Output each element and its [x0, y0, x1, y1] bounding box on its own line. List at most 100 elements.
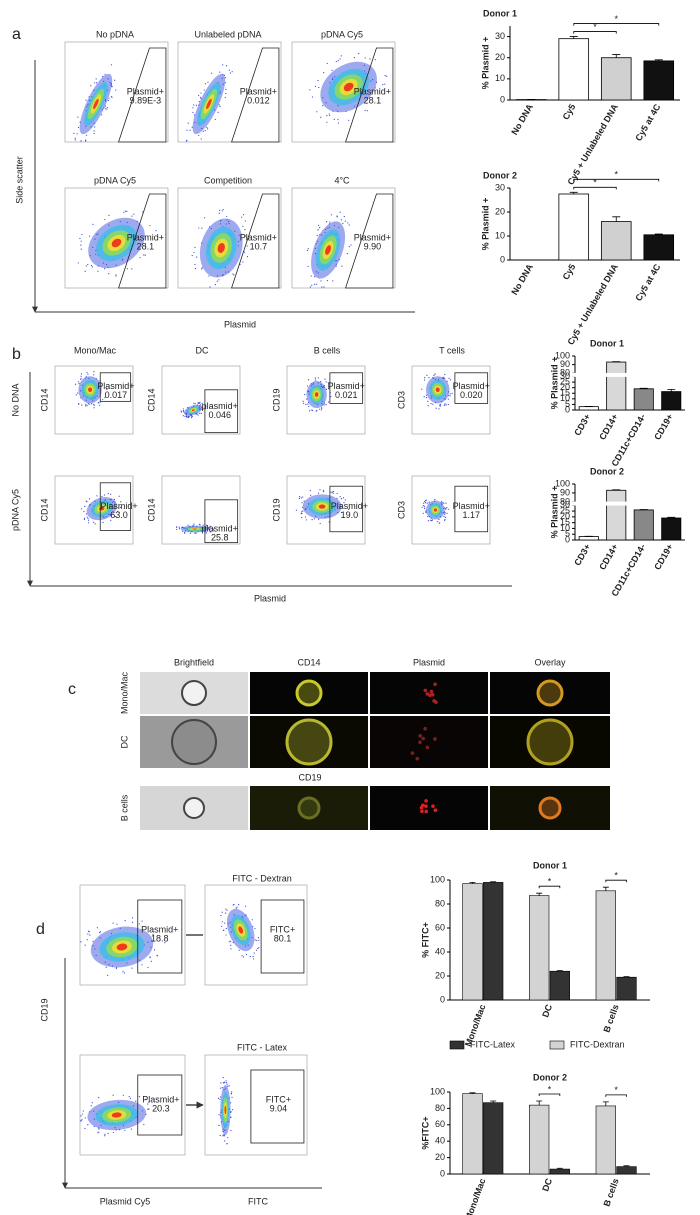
event-dot [110, 64, 113, 66]
event-dot [366, 110, 368, 112]
gate-label: Plasmid+ [354, 232, 391, 242]
event-dot [318, 518, 320, 520]
event-dot [448, 377, 450, 379]
y-axis-label: Side scatter [14, 156, 24, 204]
event-dot [228, 1085, 230, 1087]
density [314, 392, 319, 397]
event-dot [311, 409, 314, 411]
event-dot [80, 248, 82, 250]
event-dot [207, 81, 209, 83]
row-label: B cells [119, 794, 129, 821]
spot [433, 737, 437, 741]
event-dot [84, 944, 86, 946]
event-dot [194, 267, 197, 270]
event-dot [115, 89, 117, 91]
chart-title: Donor 2 [483, 170, 517, 180]
gate [118, 47, 167, 143]
event-dot [148, 1101, 150, 1103]
event-dot [219, 71, 221, 73]
event-dot [313, 283, 316, 285]
event-dot [340, 511, 343, 514]
plot-title: DC [196, 345, 209, 355]
event-dot [320, 280, 322, 282]
event-dot [184, 415, 186, 417]
gate-value: 63.0 [110, 510, 128, 520]
event-dot [241, 955, 243, 957]
event-dot [243, 251, 246, 253]
event-dot [321, 407, 323, 410]
event-dot [85, 99, 87, 101]
event-dot [119, 506, 122, 508]
event-dot [182, 415, 184, 417]
event-dot [113, 498, 116, 501]
x-tick-label: No DNA [509, 102, 535, 137]
event-dot [425, 394, 428, 396]
density [111, 1112, 122, 1118]
density [435, 387, 440, 393]
event-dot [327, 382, 329, 384]
significance-label: * [593, 178, 597, 188]
event-dot [212, 529, 215, 531]
event-dot [423, 395, 425, 398]
event-dot [245, 905, 247, 907]
event-dot [325, 404, 327, 406]
event-dot [101, 496, 103, 498]
significance-bracket [573, 186, 617, 190]
event-dot [182, 408, 184, 410]
gate [250, 1069, 305, 1144]
micrograph [370, 786, 488, 830]
event-dot [97, 1132, 99, 1134]
event-dot [230, 1129, 232, 1132]
event-dot [87, 933, 89, 935]
y-tick-label: 15 [560, 517, 570, 527]
event-dot [342, 222, 344, 224]
plot-title: B cells [314, 345, 341, 355]
event-dot [443, 404, 446, 406]
event-dot [200, 92, 202, 94]
event-dot [427, 515, 429, 518]
error-bar [490, 881, 497, 883]
event-dot [314, 379, 317, 381]
event-dot [85, 134, 88, 136]
event-dot [80, 240, 82, 242]
event-dot [242, 956, 245, 958]
event-dot [147, 1108, 149, 1110]
micrograph [490, 786, 610, 830]
cell [295, 679, 323, 707]
event-dot [332, 280, 334, 282]
row-label: DC [119, 735, 129, 748]
event-dot [309, 286, 311, 288]
density [217, 242, 225, 254]
event-dot [428, 376, 430, 379]
event-dot [206, 126, 208, 129]
event-dot [302, 402, 305, 404]
event-dot [445, 502, 447, 504]
event-dot [83, 510, 85, 513]
event-dot [426, 374, 428, 376]
significance-bracket [605, 879, 627, 883]
event-dot [130, 1128, 132, 1130]
event-dot [224, 96, 226, 99]
chart-title: Donor 2 [533, 1072, 567, 1082]
gate-value: 10.7 [250, 241, 268, 251]
event-dot [308, 410, 311, 412]
event-dot [424, 376, 426, 379]
micrograph [490, 672, 610, 714]
event-dot [311, 96, 314, 98]
event-dot [333, 118, 335, 120]
event-dot [310, 409, 312, 411]
plot-frame [204, 884, 308, 986]
event-dot [95, 82, 98, 84]
event-dot [104, 1135, 106, 1137]
event-dot [90, 85, 92, 87]
event-dot [194, 263, 196, 266]
event-dot [224, 82, 227, 84]
event-dot [93, 521, 95, 523]
event-dot [448, 508, 450, 510]
event-dot [317, 492, 320, 494]
event-dot [199, 404, 202, 406]
cell [297, 796, 321, 820]
y-axis-label: CD19 [271, 388, 281, 411]
event-dot [80, 378, 82, 380]
x-tick-label: Cy5 at 4C [633, 262, 662, 303]
